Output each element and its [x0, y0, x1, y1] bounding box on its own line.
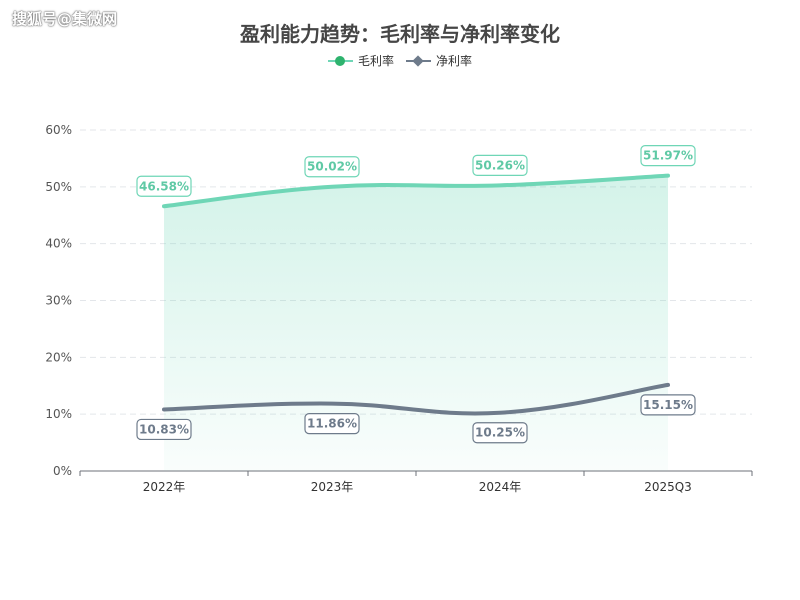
legend-label-net-margin: 净利率: [436, 54, 473, 68]
data-label-box: [136, 175, 192, 197]
data-label: 51.97%: [640, 145, 696, 167]
y-tick-label: 50%: [45, 180, 72, 194]
data-label: 15.15%: [640, 394, 696, 416]
watermark: 搜狐号@集微网: [12, 10, 118, 28]
chart-title: 盈利能力趋势：毛利率与净利率变化: [240, 22, 560, 46]
data-label-box: [472, 422, 528, 444]
data-label-box: [640, 394, 696, 416]
legend-label-gross-margin: 毛利率: [357, 54, 394, 68]
data-label-box: [304, 156, 360, 178]
data-label-text: 10.25%: [475, 426, 525, 440]
series-lines: [162, 173, 670, 416]
y-tick-label: 40%: [45, 237, 72, 251]
data-label-text: 11.86%: [307, 417, 357, 431]
data-label-box: [136, 418, 192, 441]
data-labels: 46.58% 50.02% 50.26% 51.97% 10.83% 11.86% 10.2…: [136, 145, 696, 444]
legend-item-net-margin[interactable]: 净利率: [406, 52, 472, 69]
data-label-text: 46.58%: [139, 179, 189, 193]
legend-diamond-icon: [406, 54, 431, 68]
y-tick-label: 20%: [45, 350, 72, 364]
data-label: 50.26%: [472, 154, 528, 176]
data-label: 46.58%: [136, 175, 192, 197]
x-tick-label: 2025Q3: [644, 480, 692, 494]
data-label-text: 51.97%: [643, 149, 693, 163]
data-label-box: [640, 145, 696, 167]
legend: 毛利率 净利率: [0, 52, 800, 69]
legend-circle-icon: [327, 54, 353, 68]
data-label: 10.25%: [472, 422, 528, 444]
data-label-box: [304, 412, 360, 435]
y-tick-label: 10%: [45, 407, 72, 421]
data-label: 11.86%: [304, 412, 360, 435]
data-label-text: 50.26%: [475, 158, 525, 172]
line-gross-margin: [162, 173, 670, 209]
data-label: 50.02%: [304, 156, 360, 178]
data-label: 10.83%: [136, 418, 192, 441]
data-label-box: [472, 154, 528, 176]
data-label-text: 10.83%: [139, 422, 189, 436]
line-net-margin: [162, 382, 670, 416]
y-tick-label: 30%: [45, 294, 72, 308]
data-label-text: 50.02%: [307, 160, 357, 174]
y-tick-label: 0%: [53, 464, 72, 478]
x-tick-label: 2023年: [311, 480, 354, 494]
area-fill: [164, 175, 668, 472]
x-tick-label: 2024年: [479, 480, 522, 494]
y-tick-label: 60%: [45, 123, 72, 137]
legend-item-gross-margin[interactable]: 毛利率: [327, 52, 394, 69]
data-label-text: 15.15%: [643, 398, 693, 412]
area-gross-margin: [164, 175, 668, 472]
x-tick-label: 2022年: [143, 480, 186, 494]
